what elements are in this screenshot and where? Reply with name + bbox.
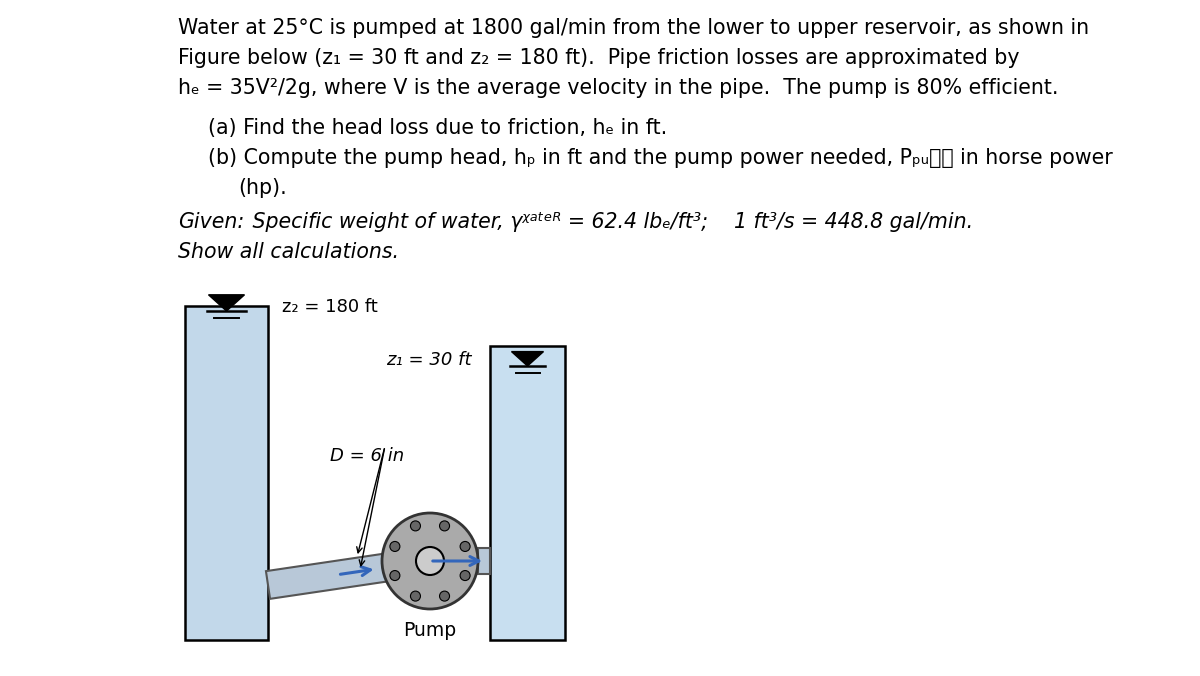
Text: Water at 25°C is pumped at 1800 gal/min from the lower to upper reservoir, as sh: Water at 25°C is pumped at 1800 gal/min … xyxy=(178,18,1090,38)
Polygon shape xyxy=(511,352,544,366)
Circle shape xyxy=(410,521,420,531)
Circle shape xyxy=(382,513,478,609)
Bar xyxy=(185,306,268,640)
Circle shape xyxy=(416,547,444,575)
Circle shape xyxy=(460,541,470,552)
Text: Pump: Pump xyxy=(403,621,456,640)
Text: Specific weight of water, γᵡᵃᵗᵉᴿ = 62.4 lbₑ/ft³;    1 ft³/s = 448.8 gal/min.: Specific weight of water, γᵡᵃᵗᵉᴿ = 62.4 … xyxy=(246,212,973,232)
Polygon shape xyxy=(209,295,245,311)
Bar xyxy=(478,548,490,574)
Text: (a) Find the head loss due to friction, hₑ in ft.: (a) Find the head loss due to friction, … xyxy=(208,118,667,138)
Text: Show all calculations.: Show all calculations. xyxy=(178,242,398,262)
Circle shape xyxy=(460,571,470,581)
Text: (hp).: (hp). xyxy=(238,178,287,198)
Circle shape xyxy=(410,591,420,601)
Circle shape xyxy=(390,541,400,552)
Text: Given:: Given: xyxy=(178,212,245,232)
Text: Figure below (z₁ = 30 ft and z₂ = 180 ft).  Pipe friction losses are approximate: Figure below (z₁ = 30 ft and z₂ = 180 ft… xyxy=(178,48,1020,68)
Text: z₁ = 30 ft: z₁ = 30 ft xyxy=(386,351,472,369)
Bar xyxy=(490,346,565,640)
Circle shape xyxy=(390,571,400,581)
Text: hₑ = 35V²/2g, where V is the average velocity in the pipe.  The pump is 80% effi: hₑ = 35V²/2g, where V is the average vel… xyxy=(178,78,1058,98)
Circle shape xyxy=(439,521,450,531)
Text: z₂ = 180 ft: z₂ = 180 ft xyxy=(282,298,378,316)
Polygon shape xyxy=(266,547,432,599)
Text: D = 6 in: D = 6 in xyxy=(330,447,404,465)
Text: (b) Compute the pump head, hₚ in ft and the pump power needed, Pₚᵤᵭᵮ in horse po: (b) Compute the pump head, hₚ in ft and … xyxy=(208,148,1112,168)
Circle shape xyxy=(439,591,450,601)
